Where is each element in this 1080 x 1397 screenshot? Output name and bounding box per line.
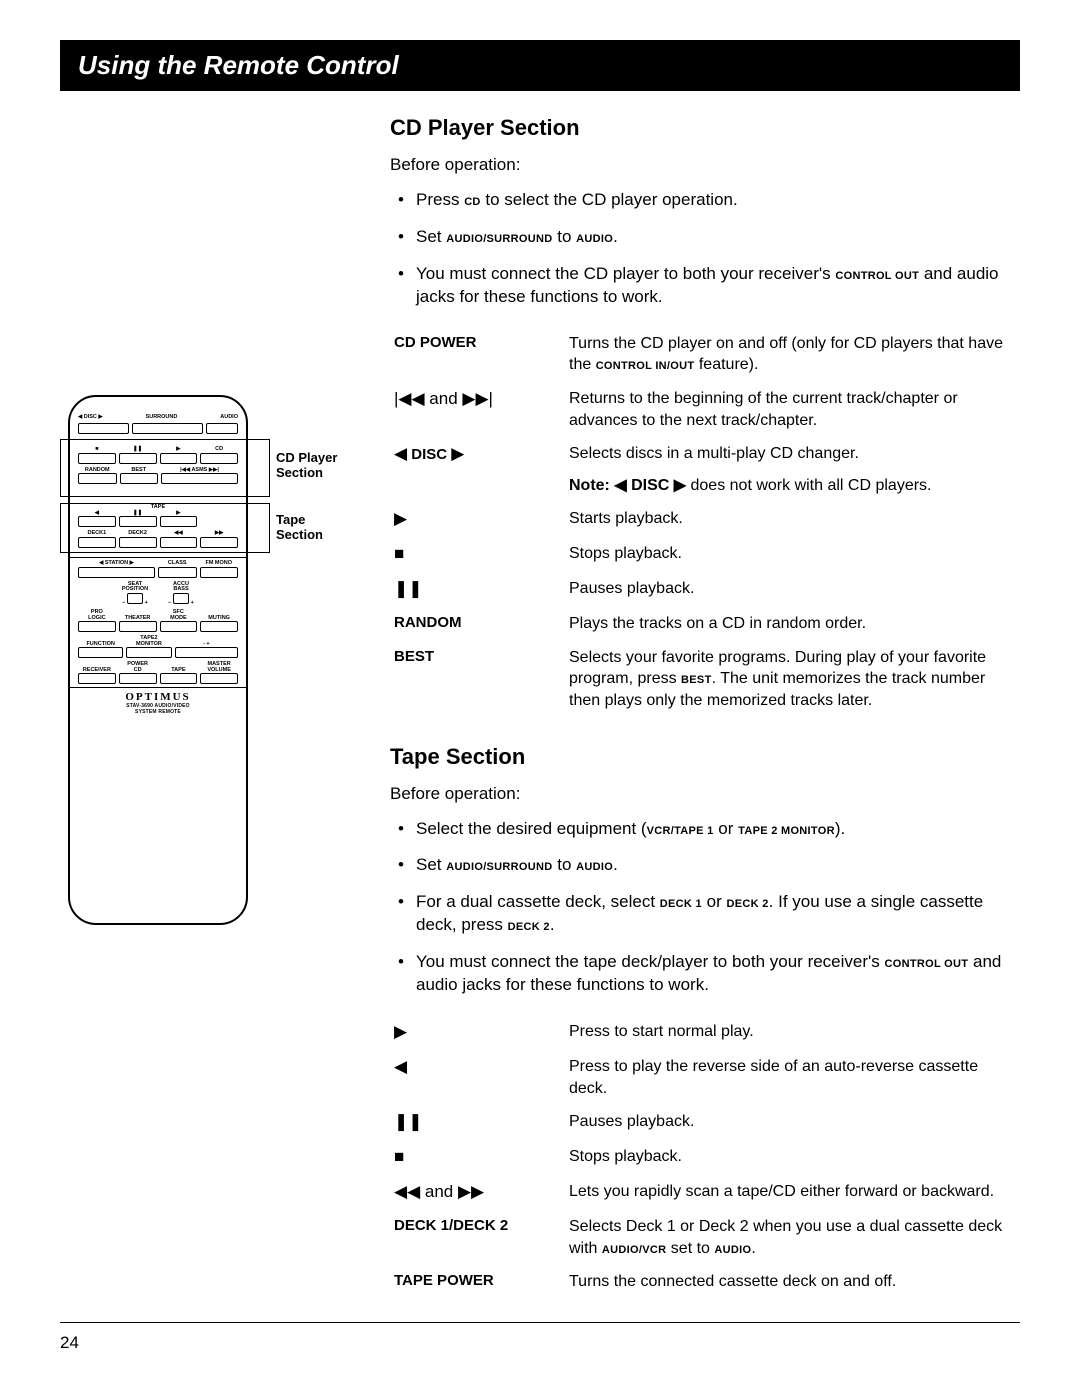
desc-cell: Pauses playback.: [565, 1105, 1020, 1140]
bullet-item: You must connect the CD player to both y…: [416, 263, 1020, 309]
desc-cell: Selects your favorite programs. During p…: [565, 641, 1020, 718]
remote-disc-label: ◀ DISC ▶: [78, 415, 103, 421]
bullet-item: Set AUDIO/SURROUND to AUDIO.: [416, 226, 1020, 249]
term-cell: ▶: [390, 502, 565, 537]
table-row: TAPE POWERTurns the connected cassette d…: [390, 1265, 1020, 1299]
desc-cell: Turns the connected cassette deck on and…: [565, 1265, 1020, 1299]
tape-before: Before operation:: [390, 784, 1020, 804]
term-cell: ■: [390, 537, 565, 572]
term-cell: CD POWER: [390, 327, 565, 382]
term-cell: ■: [390, 1140, 565, 1175]
callout-box-cd: [60, 439, 270, 497]
table-row: ◀ DISC ▶Selects discs in a multi-play CD…: [390, 437, 1020, 502]
table-row: BESTSelects your favorite programs. Duri…: [390, 641, 1020, 718]
table-row: ❚❚Pauses playback.: [390, 572, 1020, 607]
page-number: 24: [60, 1333, 79, 1353]
cd-table: CD POWERTurns the CD player on and off (…: [390, 327, 1020, 718]
table-row: ■Stops playback.: [390, 537, 1020, 572]
page-title: Using the Remote Control: [78, 50, 399, 80]
term-cell: RANDOM: [390, 607, 565, 641]
bullet-item: You must connect the tape deck/player to…: [416, 951, 1020, 997]
term-cell: ▶: [390, 1015, 565, 1050]
remote-surround-label: SURROUND: [103, 415, 221, 421]
desc-cell: Press to play the reverse side of an aut…: [565, 1050, 1020, 1105]
right-column: CD Player Section Before operation: Pres…: [390, 115, 1020, 1325]
tape-heading: Tape Section: [390, 744, 1020, 770]
term-cell: BEST: [390, 641, 565, 718]
table-row: DECK 1/DECK 2Selects Deck 1 or Deck 2 wh…: [390, 1210, 1020, 1265]
table-row: CD POWERTurns the CD player on and off (…: [390, 327, 1020, 382]
cd-heading: CD Player Section: [390, 115, 1020, 141]
desc-cell: Press to start normal play.: [565, 1015, 1020, 1050]
desc-cell: Selects discs in a multi-play CD changer…: [565, 437, 1020, 502]
page-rule: [60, 1322, 1020, 1323]
remote-brand-sub: STAV-3690 AUDIO/VIDEO SYSTEM REMOTE: [70, 703, 246, 715]
bullet-item: Set AUDIO/SURROUND to AUDIO.: [416, 854, 1020, 877]
table-row: ❚❚Pauses playback.: [390, 1105, 1020, 1140]
table-row: ◀◀ and ▶▶Lets you rapidly scan a tape/CD…: [390, 1175, 1020, 1210]
remote-brand: OPTIMUS: [70, 691, 246, 703]
cd-bullets: Press CD to select the CD player operati…: [390, 189, 1020, 309]
desc-cell: Starts playback.: [565, 502, 1020, 537]
callout-label-cd: CD Player Section: [276, 451, 337, 481]
term-cell: ❚❚: [390, 1105, 565, 1140]
main-layout: ◀ DISC ▶ SURROUND AUDIO ■ ❚❚ ▶ CD: [60, 115, 1020, 1325]
term-cell: ◀ DISC ▶: [390, 437, 565, 502]
callout-label-tape: Tape Section: [276, 513, 323, 543]
desc-cell: Returns to the beginning of the current …: [565, 382, 1020, 437]
table-row: RANDOMPlays the tracks on a CD in random…: [390, 607, 1020, 641]
table-row: |◀◀ and ▶▶|Returns to the beginning of t…: [390, 382, 1020, 437]
table-row: ■Stops playback.: [390, 1140, 1020, 1175]
desc-cell: Plays the tracks on a CD in random order…: [565, 607, 1020, 641]
callout-box-tape: [60, 503, 270, 553]
desc-cell: Turns the CD player on and off (only for…: [565, 327, 1020, 382]
desc-cell: Selects Deck 1 or Deck 2 when you use a …: [565, 1210, 1020, 1265]
page-title-bar: Using the Remote Control: [60, 40, 1020, 91]
desc-cell: Lets you rapidly scan a tape/CD either f…: [565, 1175, 1020, 1210]
bullet-item: For a dual cassette deck, select DECK 1 …: [416, 891, 1020, 937]
term-cell: ◀◀ and ▶▶: [390, 1175, 565, 1210]
left-column: ◀ DISC ▶ SURROUND AUDIO ■ ❚❚ ▶ CD: [60, 115, 380, 1325]
desc-cell: Stops playback.: [565, 537, 1020, 572]
remote-illustration: ◀ DISC ▶ SURROUND AUDIO ■ ❚❚ ▶ CD: [60, 395, 360, 925]
tape-table: ▶Press to start normal play.◀Press to pl…: [390, 1015, 1020, 1299]
tape-bullets: Select the desired equipment (VCR/TAPE 1…: [390, 818, 1020, 998]
cd-before: Before operation:: [390, 155, 1020, 175]
term-cell: ◀: [390, 1050, 565, 1105]
term-cell: DECK 1/DECK 2: [390, 1210, 565, 1265]
term-cell: ❚❚: [390, 572, 565, 607]
term-cell: TAPE POWER: [390, 1265, 565, 1299]
term-cell: |◀◀ and ▶▶|: [390, 382, 565, 437]
bullet-item: Select the desired equipment (VCR/TAPE 1…: [416, 818, 1020, 841]
desc-cell: Stops playback.: [565, 1140, 1020, 1175]
remote-audio-label: AUDIO: [220, 415, 238, 421]
table-row: ◀Press to play the reverse side of an au…: [390, 1050, 1020, 1105]
bullet-item: Press CD to select the CD player operati…: [416, 189, 1020, 212]
table-row: ▶Press to start normal play.: [390, 1015, 1020, 1050]
desc-cell: Pauses playback.: [565, 572, 1020, 607]
table-row: ▶Starts playback.: [390, 502, 1020, 537]
